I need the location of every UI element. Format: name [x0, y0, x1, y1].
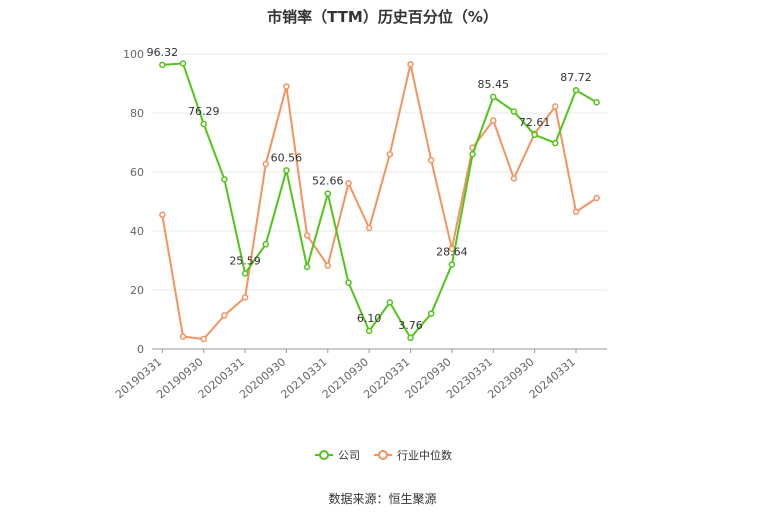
data-point — [593, 194, 600, 202]
data-point — [365, 327, 373, 335]
data-point — [303, 263, 311, 271]
y-tick-label: 0 — [137, 343, 144, 356]
data-point — [407, 334, 414, 342]
data-label: 76.29 — [188, 105, 220, 118]
y-axis: 0 20 40 60 80 100 — [123, 48, 144, 356]
y-tick-label: 80 — [130, 107, 144, 120]
data-point — [179, 333, 187, 340]
data-point — [221, 176, 228, 183]
data-label: 87.72 — [560, 71, 592, 84]
data-point — [303, 232, 311, 239]
data-point — [386, 151, 394, 158]
legend: 公司 行业中位数 — [315, 448, 452, 462]
data-labels: 96.32 76.29 25.59 60.56 52.66 6.10 3.76 28.64 85… — [147, 46, 592, 332]
data-label: 6.10 — [357, 312, 382, 325]
grid — [152, 53, 607, 291]
data-point — [221, 312, 228, 319]
data-point — [345, 179, 352, 187]
legend-item-0[interactable]: 公司 — [315, 449, 360, 462]
data-point — [593, 99, 600, 106]
data-label: 25.59 — [229, 255, 261, 268]
data-point — [510, 175, 518, 182]
data-point — [262, 241, 269, 248]
data-label: 96.32 — [147, 46, 179, 59]
data-point — [283, 83, 290, 90]
data-point — [448, 261, 456, 268]
y-tick-label: 40 — [130, 225, 144, 238]
data-point — [386, 299, 394, 306]
legend-item-1[interactable]: 行业中位数 — [374, 448, 452, 462]
data-point — [241, 294, 249, 301]
data-label: 28.64 — [436, 246, 468, 259]
y-tick-label: 60 — [130, 166, 144, 179]
data-point — [572, 86, 580, 94]
legend-marker — [319, 450, 329, 460]
data-point — [490, 117, 497, 124]
data-point — [200, 335, 207, 343]
y-tick-label: 100 — [123, 48, 144, 61]
series-1 — [159, 61, 600, 343]
data-point — [365, 224, 373, 232]
x-axis: 2019033120190930202003312020093020210331… — [113, 348, 607, 401]
data-point — [490, 93, 497, 101]
x-tick-label: 20240331 — [527, 355, 578, 401]
data-point — [324, 190, 332, 197]
data-point — [262, 160, 269, 168]
data-point — [572, 208, 580, 216]
data-point — [510, 108, 518, 115]
chart-title: 市销率（TTM）历史百分位（%） — [267, 8, 498, 26]
legend-label: 公司 — [338, 449, 360, 462]
legend-marker — [378, 450, 388, 460]
data-point — [427, 310, 435, 317]
data-point — [552, 103, 559, 110]
data-point — [469, 151, 476, 158]
series-0 — [159, 60, 600, 342]
data-label: 52.66 — [312, 175, 344, 188]
source-text: 数据来源：恒生聚源 — [328, 491, 436, 506]
y-tick-label: 20 — [130, 284, 144, 297]
series-line — [162, 62, 598, 340]
data-point — [200, 120, 207, 128]
data-point — [552, 139, 559, 147]
data-point — [159, 211, 166, 219]
data-label: 85.45 — [478, 78, 510, 91]
data-label: 72.61 — [519, 116, 551, 129]
data-point — [283, 167, 290, 174]
legend-label: 行业中位数 — [397, 448, 452, 462]
data-point — [324, 262, 332, 269]
data-point — [531, 131, 538, 139]
data-label: 3.76 — [398, 319, 423, 332]
data-label: 60.56 — [271, 151, 303, 164]
data-point — [159, 61, 166, 69]
data-point — [179, 60, 187, 67]
data-point — [427, 156, 435, 164]
series-layer — [159, 60, 600, 343]
data-point — [241, 270, 249, 277]
data-point — [407, 61, 414, 68]
series-line — [161, 64, 598, 341]
data-point — [345, 279, 352, 286]
